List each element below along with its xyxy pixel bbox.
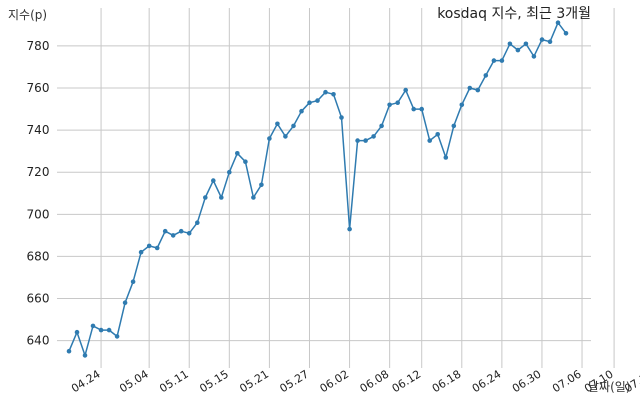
y-tick-label: 700 bbox=[27, 207, 50, 221]
data-point bbox=[403, 87, 409, 93]
data-point bbox=[90, 323, 96, 329]
data-point bbox=[419, 106, 425, 112]
data-point bbox=[299, 108, 304, 114]
y-tick-labels: 640 660 680 700 720 740 760 780 bbox=[27, 39, 50, 348]
data-point bbox=[243, 159, 248, 164]
data-point bbox=[499, 58, 505, 63]
data-point bbox=[467, 85, 473, 91]
data-point bbox=[162, 228, 168, 234]
data-point bbox=[195, 220, 200, 225]
data-point bbox=[563, 31, 569, 36]
data-point bbox=[74, 329, 80, 335]
x-axis-label: 날짜(일) bbox=[588, 380, 630, 394]
x-tick-label: 06.08 bbox=[358, 368, 392, 396]
data-point bbox=[491, 58, 497, 63]
data-point bbox=[355, 138, 360, 143]
data-point bbox=[451, 123, 457, 129]
data-point bbox=[539, 37, 545, 42]
data-point bbox=[483, 73, 489, 78]
data-point bbox=[531, 54, 537, 59]
data-point bbox=[555, 20, 561, 26]
chart-title: kosdaq 지수, 최근 3개월 bbox=[437, 6, 591, 22]
data-point bbox=[275, 121, 280, 127]
y-tick-label: 640 bbox=[27, 334, 50, 348]
data-point bbox=[211, 178, 216, 183]
y-tick-label: 760 bbox=[27, 81, 50, 95]
y-tick-label: 680 bbox=[27, 249, 50, 263]
data-point bbox=[515, 47, 521, 53]
data-point bbox=[291, 123, 296, 129]
x-tick-label: 07.06 bbox=[550, 368, 584, 396]
data-point bbox=[363, 138, 368, 143]
y-tick-label: 720 bbox=[27, 165, 50, 179]
data-point bbox=[146, 243, 152, 249]
x-tick-label: 05.15 bbox=[197, 368, 231, 396]
data-point bbox=[114, 334, 120, 339]
data-point bbox=[130, 279, 136, 285]
data-point bbox=[307, 100, 312, 105]
x-tick-label: 05.27 bbox=[277, 368, 311, 396]
data-point bbox=[395, 100, 401, 105]
data-point bbox=[219, 195, 224, 200]
data-point bbox=[331, 92, 336, 97]
data-point bbox=[523, 41, 529, 47]
data-point bbox=[435, 132, 441, 137]
data-point bbox=[178, 228, 184, 234]
y-tick-label: 740 bbox=[27, 123, 50, 137]
data-point bbox=[283, 134, 288, 139]
data-point bbox=[339, 115, 344, 120]
data-point bbox=[170, 233, 176, 238]
data-point bbox=[371, 134, 376, 139]
data-point bbox=[267, 136, 272, 141]
data-point bbox=[475, 87, 481, 93]
x-tick-label: 05.04 bbox=[117, 368, 151, 396]
data-point bbox=[235, 151, 240, 156]
data-point bbox=[323, 89, 328, 95]
x-tick-label: 04.24 bbox=[69, 368, 103, 396]
vertical-grid bbox=[100, 8, 615, 368]
y-axis-label: 지수(p) bbox=[8, 8, 47, 22]
data-point bbox=[122, 300, 128, 306]
data-point bbox=[66, 348, 72, 354]
data-point bbox=[443, 155, 449, 160]
x-tick-label: 06.30 bbox=[510, 368, 544, 396]
data-point bbox=[98, 327, 104, 333]
data-point bbox=[138, 249, 144, 255]
x-tick-label: 05.11 bbox=[157, 368, 191, 396]
x-tick-labels: 04.24 05.04 05.11 05.15 05.21 05.27 06.02 06.08… bbox=[69, 368, 640, 405]
data-point bbox=[154, 245, 160, 251]
data-point bbox=[227, 169, 232, 175]
series-group bbox=[66, 20, 569, 358]
data-point bbox=[106, 327, 112, 333]
data-point bbox=[459, 102, 465, 108]
x-tick-label: 06.24 bbox=[470, 368, 504, 396]
data-point bbox=[427, 138, 433, 143]
y-tick-label: 660 bbox=[27, 292, 50, 306]
series-line bbox=[68, 21, 567, 357]
data-point bbox=[259, 182, 264, 188]
data-point bbox=[347, 226, 352, 232]
data-point bbox=[411, 106, 417, 112]
data-point bbox=[379, 123, 384, 129]
data-point bbox=[547, 39, 553, 44]
data-point bbox=[251, 195, 256, 200]
data-point bbox=[203, 195, 208, 200]
data-point bbox=[82, 353, 88, 358]
data-point bbox=[387, 102, 392, 108]
y-tick-label: 780 bbox=[27, 39, 50, 53]
x-tick-label: 05.21 bbox=[237, 368, 271, 396]
x-tick-label: 06.02 bbox=[318, 368, 352, 396]
x-tick-label: 06.18 bbox=[430, 368, 464, 396]
data-point bbox=[507, 41, 513, 47]
data-point bbox=[315, 98, 320, 103]
horizontal-grid bbox=[57, 45, 591, 342]
data-point bbox=[186, 231, 192, 236]
x-tick-label: 06.12 bbox=[390, 368, 424, 396]
